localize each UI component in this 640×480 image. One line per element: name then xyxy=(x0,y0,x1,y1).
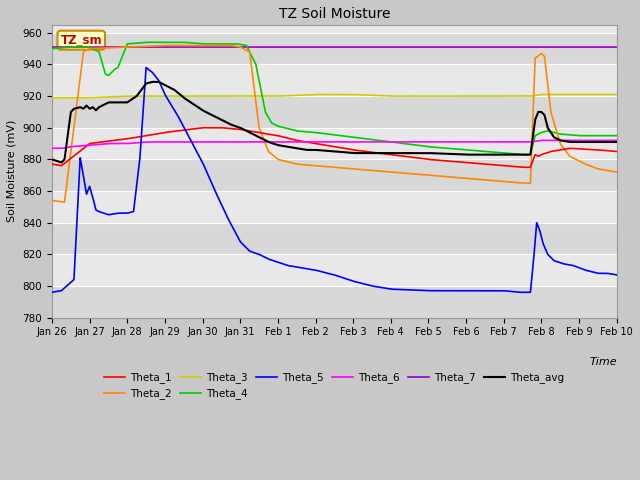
Text: TZ_sm: TZ_sm xyxy=(60,34,102,47)
Theta_5 xyxy=(142,65,150,71)
Theta_4 xyxy=(519,152,527,157)
Theta_5 xyxy=(316,268,323,274)
Theta_7 xyxy=(613,44,621,50)
Theta_7 xyxy=(589,44,596,50)
Line: Theta_3: Theta_3 xyxy=(52,95,617,97)
Theta_5 xyxy=(461,288,468,294)
Line: Theta_5: Theta_5 xyxy=(52,68,617,292)
Text: Time: Time xyxy=(589,357,617,367)
Theta_4 xyxy=(589,133,597,139)
Theta_2 xyxy=(582,162,590,168)
Theta_5 xyxy=(613,272,621,278)
Theta_6 xyxy=(538,137,545,143)
Theta_6 xyxy=(613,137,621,143)
Theta_6 xyxy=(48,145,56,151)
Theta_5 xyxy=(477,288,484,294)
Theta_1 xyxy=(199,125,207,131)
Theta_1 xyxy=(519,165,527,170)
Theta_avg xyxy=(589,139,597,145)
Theta_3 xyxy=(312,92,319,97)
Theta_3 xyxy=(582,92,590,97)
Line: Theta_avg: Theta_avg xyxy=(52,82,617,163)
Theta_avg xyxy=(316,147,323,153)
Bar xyxy=(52,223,617,254)
Theta_avg xyxy=(58,160,65,166)
Theta_1 xyxy=(48,161,56,167)
Theta_1 xyxy=(589,147,597,153)
Theta_3 xyxy=(316,92,323,97)
Theta_7 xyxy=(48,44,56,50)
Line: Theta_4: Theta_4 xyxy=(52,42,617,155)
Theta_4 xyxy=(477,148,484,154)
Theta_3 xyxy=(461,93,468,99)
Title: TZ Soil Moisture: TZ Soil Moisture xyxy=(278,7,390,21)
Theta_3 xyxy=(477,93,484,99)
Theta_2 xyxy=(613,169,621,175)
Theta_2 xyxy=(316,163,323,169)
Theta_2 xyxy=(477,177,484,182)
Theta_6 xyxy=(582,137,590,143)
Theta_3 xyxy=(589,92,597,97)
Theta_5 xyxy=(589,269,597,275)
Theta_1 xyxy=(461,159,468,165)
Theta_7 xyxy=(582,44,590,50)
Bar xyxy=(52,25,617,33)
Theta_4 xyxy=(461,147,468,153)
Theta_avg xyxy=(461,152,468,157)
Theta_5 xyxy=(582,267,590,273)
Y-axis label: Soil Moisture (mV): Soil Moisture (mV) xyxy=(7,120,17,222)
Line: Theta_6: Theta_6 xyxy=(52,140,617,148)
Theta_2 xyxy=(161,43,169,48)
Line: Theta_2: Theta_2 xyxy=(52,46,617,202)
Theta_avg xyxy=(240,127,248,132)
Theta_avg xyxy=(613,139,621,145)
Bar xyxy=(52,128,617,159)
Theta_3 xyxy=(613,92,621,97)
Theta_3 xyxy=(48,95,56,100)
Theta_7 xyxy=(240,44,248,50)
Theta_1 xyxy=(613,149,621,155)
Theta_6 xyxy=(589,137,597,143)
Theta_1 xyxy=(316,141,323,147)
Theta_2 xyxy=(240,46,248,52)
Theta_3 xyxy=(240,93,248,99)
Theta_4 xyxy=(316,130,323,136)
Theta_6 xyxy=(316,139,323,145)
Theta_avg xyxy=(48,156,56,162)
Bar xyxy=(52,33,617,64)
Legend: Theta_1, Theta_2, Theta_3, Theta_4, Theta_5, Theta_6, Theta_7, Theta_avg: Theta_1, Theta_2, Theta_3, Theta_4, Thet… xyxy=(100,368,568,404)
Theta_7 xyxy=(461,44,468,50)
Theta_6 xyxy=(240,139,248,145)
Theta_avg xyxy=(477,152,484,157)
Theta_1 xyxy=(240,127,248,133)
Bar xyxy=(52,191,617,223)
Theta_avg xyxy=(582,139,590,145)
Theta_2 xyxy=(461,175,468,181)
Bar xyxy=(52,96,617,128)
Theta_5 xyxy=(48,289,56,295)
Theta_2 xyxy=(48,198,56,204)
Theta_7 xyxy=(316,44,323,50)
Theta_2 xyxy=(61,199,68,205)
Theta_4 xyxy=(48,46,56,51)
Bar xyxy=(52,64,617,96)
Theta_6 xyxy=(461,139,468,145)
Theta_1 xyxy=(477,161,484,167)
Theta_1 xyxy=(582,146,590,152)
Theta_avg xyxy=(148,79,156,85)
Bar xyxy=(52,254,617,286)
Theta_7 xyxy=(477,44,484,50)
Theta_4 xyxy=(142,39,150,45)
Theta_6 xyxy=(477,139,484,145)
Theta_4 xyxy=(613,133,621,139)
Theta_4 xyxy=(582,133,590,139)
Theta_2 xyxy=(589,164,597,170)
Bar xyxy=(52,286,617,318)
Line: Theta_1: Theta_1 xyxy=(52,128,617,168)
Theta_4 xyxy=(240,42,248,48)
Theta_5 xyxy=(240,242,248,248)
Bar xyxy=(52,159,617,191)
